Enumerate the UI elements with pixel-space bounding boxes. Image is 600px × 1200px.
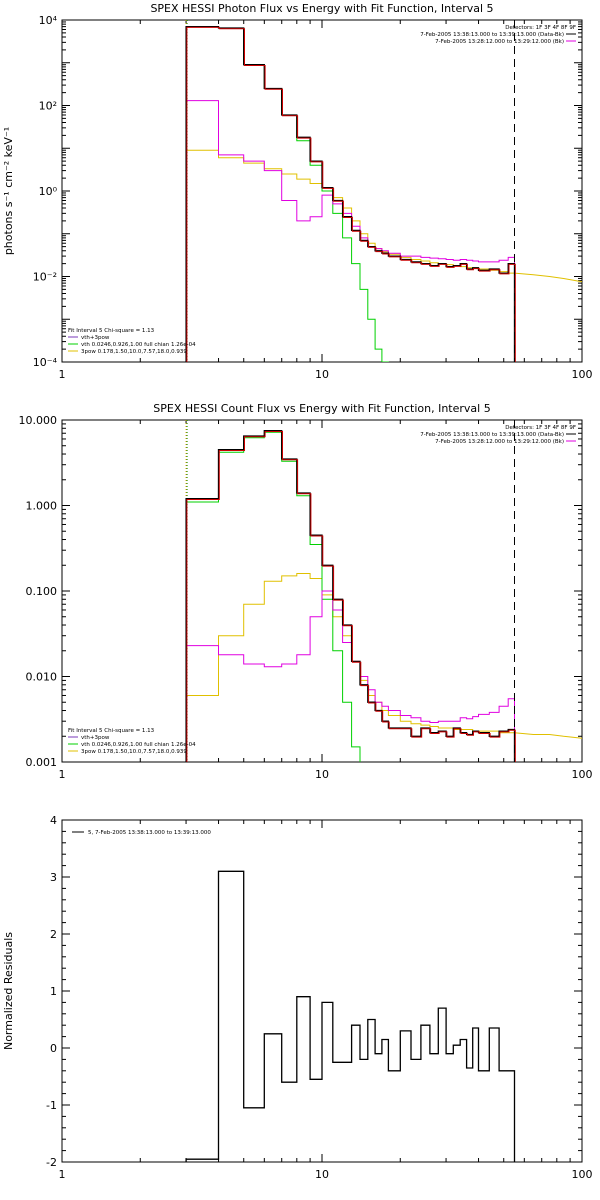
series-hist-Data-Bk xyxy=(185,430,516,762)
y-tick-label: 0.010 xyxy=(26,671,58,684)
count-flux-panel: SPEX HESSI Count Flux vs Energy with Fit… xyxy=(19,402,593,781)
y-axis-label: photons s⁻¹ cm⁻² keV⁻¹ xyxy=(2,127,15,255)
y-tick-label: 4 xyxy=(50,814,57,827)
series-hist-vth xyxy=(185,431,361,762)
y-tick-label: 1.000 xyxy=(26,500,58,513)
x-tick-label: 100 xyxy=(572,768,593,781)
series-line-3pow-tail xyxy=(514,272,582,283)
series-hist-Bk xyxy=(185,590,515,762)
y-tick-label: 10⁴ xyxy=(39,14,58,27)
photon-flux-title: SPEX HESSI Photon Flux vs Energy with Fi… xyxy=(150,2,493,15)
x-tick-label: 1 xyxy=(59,1168,66,1181)
x-tick-label: 100 xyxy=(572,368,593,381)
y-tick-label: 1 xyxy=(50,985,57,998)
legend-total-label: vth+3pow xyxy=(81,735,110,741)
x-tick-label: 100 xyxy=(572,1168,593,1181)
legend-detectors: Detectors: 1F 3F 4F 8F 9F xyxy=(505,25,576,31)
series-hist-red-Data-Bk xyxy=(186,26,516,362)
y-tick-label: 2 xyxy=(50,928,57,941)
legend-3pow-label: 3pow 0.178,1.50,10.0,7.57,18.0,0.939 xyxy=(81,749,187,755)
x-tick-label: 10 xyxy=(315,1168,329,1181)
legend-fit-header: Fit Interval 5 Chi-square = 1.13 xyxy=(68,328,155,334)
legend-bk-label: 7-Feb-2005 13:28:12.000 to 13:29:12.000 … xyxy=(435,39,564,45)
y-tick-label: 0.001 xyxy=(26,756,58,769)
residuals-panel: 1 10 100 -2 -1 0 1 2 3 4 Normalized Residuals 5, 7-… xyxy=(2,814,593,1181)
series-line-3pow-tail xyxy=(514,732,582,739)
y-tick-label: 0.100 xyxy=(26,585,58,598)
series-hist-vth xyxy=(185,26,389,362)
count-flux-title: SPEX HESSI Count Flux vs Energy with Fit… xyxy=(153,402,490,415)
legend-fit-header: Fit Interval 5 Chi-square = 1.13 xyxy=(68,728,155,734)
x-tick-label: 1 xyxy=(59,368,66,381)
y-tick-label: 3 xyxy=(50,871,57,884)
legend-bk-label: 7-Feb-2005 13:28:12.000 to 13:29:12.000 … xyxy=(435,439,564,445)
y-tick-label: -2 xyxy=(46,1156,57,1169)
plot-area xyxy=(185,20,582,362)
legend-data-label: 7-Feb-2005 13:38:13.000 to 13:39:13.000 … xyxy=(420,432,564,438)
series-hist-3pow xyxy=(185,149,515,362)
x-tick-label: 10 xyxy=(315,768,329,781)
legend-data-label: 7-Feb-2005 13:38:13.000 to 13:39:13.000 … xyxy=(420,32,564,38)
y-tick-label: 0 xyxy=(50,1042,57,1055)
y-tick-label: 10⁻² xyxy=(33,271,57,284)
x-tick-label: 10 xyxy=(315,368,329,381)
y-tick-label: 10.000 xyxy=(19,414,58,427)
series-hist-Data-Bk xyxy=(185,25,516,362)
legend-vth-label: vth 0.0246,0.926,1.00 full chian 1.26e-0… xyxy=(81,342,196,348)
y-tick-label: 10⁻⁴ xyxy=(33,356,58,369)
photon-flux-panel: SPEX HESSI Photon Flux vs Energy with Fi… xyxy=(2,2,593,381)
plot-area xyxy=(185,420,582,762)
legend-3pow-label: 3pow 0.178,1.50,10.0,7.57,18.0,0.939 xyxy=(81,349,187,355)
legend-residual-label: 5, 7-Feb-2005 13:38:13.000 to 13:39:13.0… xyxy=(88,830,211,836)
plot-area xyxy=(185,870,516,1162)
y-axis-label: Normalized Residuals xyxy=(2,932,15,1050)
plot-frame xyxy=(61,819,583,1163)
legend-total-label: vth+3pow xyxy=(81,335,110,341)
y-tick-label: -1 xyxy=(46,1099,57,1112)
series-hist-residuals xyxy=(185,870,516,1162)
y-tick-label: 10⁰ xyxy=(39,185,58,198)
legend-vth-label: vth 0.0246,0.926,1.00 full chian 1.26e-0… xyxy=(81,742,196,748)
series-hist-red-Data-Bk xyxy=(186,431,516,762)
x-tick-label: 1 xyxy=(59,768,66,781)
legend-detectors: Detectors: 1F 3F 4F 8F 9F xyxy=(505,425,576,431)
y-tick-label: 10² xyxy=(39,100,57,113)
series-hist-Bk xyxy=(185,100,515,362)
series-hist-3pow xyxy=(185,573,515,762)
